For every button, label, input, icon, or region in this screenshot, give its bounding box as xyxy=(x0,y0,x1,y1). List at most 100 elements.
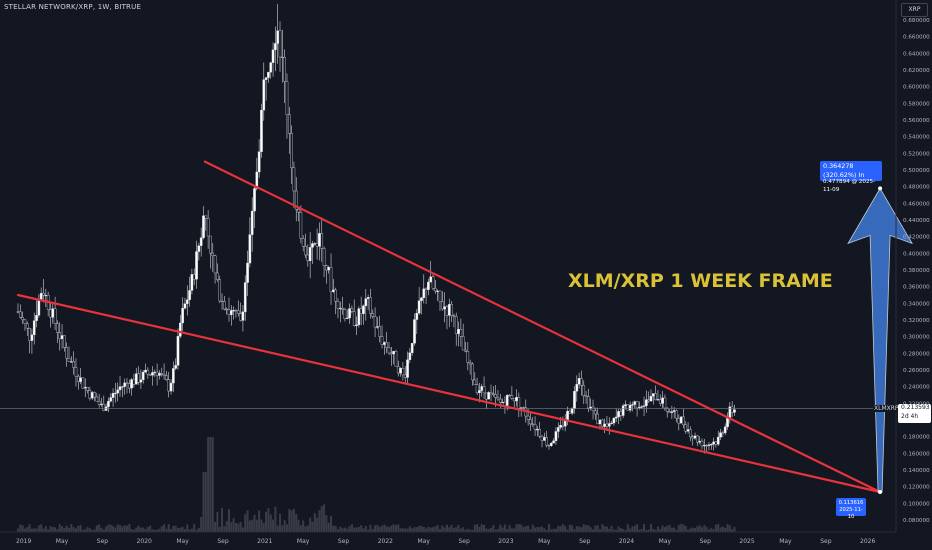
candle-body xyxy=(76,375,80,382)
trendline-upper[interactable] xyxy=(203,160,882,494)
volume-bar xyxy=(336,529,339,532)
candle-body xyxy=(703,445,706,447)
volume-bar xyxy=(311,521,314,532)
candle-body xyxy=(264,77,268,80)
candle-body xyxy=(617,411,620,418)
volume-bar xyxy=(659,528,662,532)
candle-body xyxy=(498,398,502,403)
time-axis[interactable]: 2019 May Sep 2020 May Sep 2021 May Sep 2022 May Sep… xyxy=(16,538,875,545)
volume-bar xyxy=(186,524,189,532)
volume-bar xyxy=(21,525,24,532)
candle-body xyxy=(65,347,68,359)
y-tick-label: 0.120000 xyxy=(903,485,930,491)
candle-body xyxy=(355,324,358,326)
chart-headline: XLM/XRP 1 WEEK FRAME xyxy=(568,270,833,292)
candle-body xyxy=(102,403,106,411)
x-tick-label: Sep xyxy=(579,538,591,545)
volume-bar xyxy=(390,525,393,532)
candle-body xyxy=(540,436,544,441)
currency-unit-button[interactable]: XRP xyxy=(901,3,928,17)
candle-body xyxy=(466,351,470,363)
candle-body xyxy=(125,382,129,384)
candle-body xyxy=(160,373,164,375)
y-tick-label: 0.440000 xyxy=(903,218,930,224)
anchor-point xyxy=(878,490,883,494)
candle-body xyxy=(645,399,648,406)
candle-body xyxy=(144,369,147,373)
price-axis[interactable]: 0.080000 0.100000 0.120000 0.140000 0.160000… xyxy=(903,18,930,524)
volume-bar xyxy=(267,508,270,532)
candle-body xyxy=(158,373,161,376)
y-tick-label: 0.280000 xyxy=(903,351,930,357)
volume-bar xyxy=(707,529,710,532)
volume-bar xyxy=(455,527,458,532)
volume-bar xyxy=(160,526,163,532)
volume-bar xyxy=(202,472,205,532)
candle-body xyxy=(447,304,451,316)
candle-body xyxy=(253,188,256,212)
volume-bar xyxy=(601,524,604,532)
y-tick-label: 0.380000 xyxy=(903,268,930,274)
volume-bar xyxy=(490,527,493,532)
x-tick-label: May xyxy=(538,538,551,545)
volume-bar xyxy=(251,519,254,532)
volume-bar xyxy=(42,528,45,532)
candle-body xyxy=(399,368,402,374)
volume-bar xyxy=(434,526,437,532)
candle-body xyxy=(204,215,208,219)
volume-bar xyxy=(619,528,622,532)
volume-bar xyxy=(102,529,105,532)
current-price-badge: 0.213593 2d 4h xyxy=(898,404,931,423)
volume-bar xyxy=(72,527,75,532)
volume-bar xyxy=(418,525,421,532)
candle-body xyxy=(434,287,437,292)
y-tick-label: 0.500000 xyxy=(903,168,930,174)
volume-bar xyxy=(705,527,708,532)
y-tick-label: 0.520000 xyxy=(903,151,930,157)
y-tick-label: 0.680000 xyxy=(903,18,930,24)
candle-body xyxy=(445,306,449,316)
candle-body xyxy=(227,309,231,315)
candle-body xyxy=(501,401,504,404)
volume-bar xyxy=(520,524,523,532)
volume-bar xyxy=(650,524,652,532)
volume-bar xyxy=(478,526,481,532)
volume-bar xyxy=(592,529,595,532)
candle-body xyxy=(390,352,393,355)
candle-body xyxy=(621,405,625,416)
candle-body xyxy=(443,306,446,310)
volume-bar xyxy=(559,526,562,532)
volume-bar xyxy=(517,524,520,532)
volume-bar xyxy=(172,525,175,532)
candle-body xyxy=(127,383,131,389)
candle-body xyxy=(633,401,637,405)
y-tick-label: 0.400000 xyxy=(903,251,930,257)
volume-bar xyxy=(550,529,553,532)
trendlines[interactable] xyxy=(16,160,882,494)
candle-body xyxy=(95,396,99,402)
volume-bar xyxy=(68,527,71,532)
volume-bar xyxy=(65,525,68,532)
volume-bar xyxy=(56,529,59,532)
volume-bar xyxy=(496,529,499,532)
projection-arrow[interactable] xyxy=(847,186,913,494)
candle-body xyxy=(225,308,228,311)
volume-bar xyxy=(19,524,22,532)
candle-body xyxy=(132,379,136,385)
candle-body xyxy=(605,423,609,427)
candle-body xyxy=(81,377,85,389)
symbol-title[interactable]: STELLAR NETWORK/XRP, 1W, BITRUE xyxy=(4,3,142,11)
trendline-lower[interactable] xyxy=(16,293,882,494)
candle-body xyxy=(218,279,222,302)
candle-body xyxy=(376,326,379,328)
candle-body xyxy=(257,151,261,173)
candle-body xyxy=(336,301,340,309)
candle-body xyxy=(195,251,198,280)
candle-body xyxy=(413,319,416,344)
volume-bar xyxy=(88,528,91,532)
candle-body xyxy=(181,308,184,324)
volume-bar xyxy=(260,519,263,532)
candle-body xyxy=(322,248,326,266)
candle-body xyxy=(624,404,627,406)
